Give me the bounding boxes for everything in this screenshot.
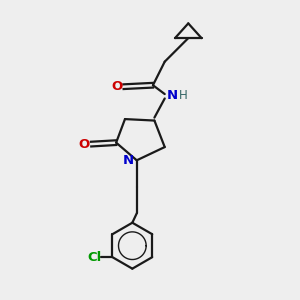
Text: N: N (167, 89, 178, 102)
Text: N: N (123, 154, 134, 167)
Text: O: O (111, 80, 123, 93)
Text: O: O (78, 138, 89, 151)
Text: H: H (179, 89, 188, 102)
Text: Cl: Cl (88, 251, 102, 264)
